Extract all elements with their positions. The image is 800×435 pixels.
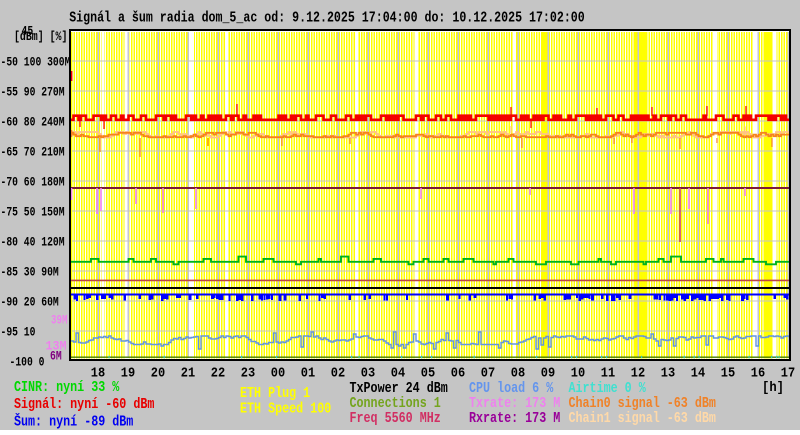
svg-text:10: 10 [571, 364, 586, 380]
svg-text:ETH Speed 100: ETH Speed 100 [240, 401, 331, 418]
svg-text:13: 13 [661, 364, 676, 380]
svg-text:45: 45 [22, 26, 34, 39]
svg-text:-90 20 60M: -90 20 60M [1, 296, 60, 309]
svg-text:22: 22 [211, 364, 226, 380]
svg-text:21: 21 [181, 364, 196, 380]
svg-text:CPU load 6 %: CPU load 6 % [469, 381, 554, 398]
svg-text:Chain0 signal -63 dBm: Chain0 signal -63 dBm [569, 396, 716, 413]
svg-text:15: 15 [721, 364, 736, 380]
svg-text:ETH Plug 1: ETH Plug 1 [240, 386, 310, 403]
svg-text:06: 06 [451, 364, 466, 380]
svg-text:39M: 39M [51, 314, 68, 328]
svg-text:[h]: [h] [762, 379, 784, 395]
svg-text:Rxrate: 173 M: Rxrate: 173 M [469, 411, 560, 428]
svg-text:-60 80 240M: -60 80 240M [1, 116, 65, 129]
svg-text:12: 12 [631, 364, 646, 380]
svg-text:08: 08 [511, 364, 526, 380]
svg-text:-75 50 150M: -75 50 150M [1, 206, 65, 219]
svg-text:23: 23 [241, 364, 256, 380]
svg-text:-55 90 270M: -55 90 270M [1, 86, 65, 99]
svg-text:11: 11 [601, 364, 616, 380]
svg-text:[dBm] [%]: [dBm] [%] [14, 31, 67, 44]
svg-text:-70 60 180M: -70 60 180M [1, 176, 65, 189]
svg-text:CINR: nyní 33 %: CINR: nyní 33 % [14, 380, 120, 397]
svg-text:00: 00 [271, 364, 286, 380]
svg-text:Airtime 0 %: Airtime 0 % [569, 381, 647, 398]
svg-text:07: 07 [481, 364, 495, 380]
svg-text:Signál a šum radia dom_5_ac od: Signál a šum radia dom_5_ac od: 9.12.202… [69, 10, 585, 27]
svg-text:18: 18 [91, 364, 106, 380]
svg-text:-85 30 90M: -85 30 90M [1, 266, 60, 279]
svg-text:14: 14 [691, 364, 706, 380]
svg-text:09: 09 [541, 364, 556, 380]
svg-text:6M: 6M [50, 351, 62, 364]
svg-text:Connections 1: Connections 1 [350, 396, 441, 413]
svg-text:20: 20 [151, 364, 166, 380]
svg-text:13M: 13M [46, 339, 67, 353]
svg-text:17: 17 [781, 364, 795, 380]
svg-text:-50 100 300M: -50 100 300M [1, 56, 71, 69]
svg-text:01: 01 [301, 364, 316, 380]
svg-text:Chain1 signal -63 dBm: Chain1 signal -63 dBm [569, 411, 716, 428]
svg-text:04: 04 [391, 364, 406, 380]
svg-text:TxPower 24 dBm: TxPower 24 dBm [350, 381, 448, 398]
svg-text:Freq 5560 MHz: Freq 5560 MHz [350, 411, 441, 428]
svg-text:-95 10: -95 10 [1, 326, 36, 339]
svg-text:-65 70 210M: -65 70 210M [1, 146, 65, 159]
svg-text:Šum: nyní -89 dBm: Šum: nyní -89 dBm [14, 413, 133, 430]
svg-text:Txrate: 173 M: Txrate: 173 M [469, 396, 560, 413]
svg-text:16: 16 [751, 364, 766, 380]
svg-text:02: 02 [331, 364, 346, 380]
svg-text:Signál: nyní -60 dBm: Signál: nyní -60 dBm [14, 397, 154, 414]
svg-text:-100 0: -100 0 [10, 356, 45, 369]
svg-text:19: 19 [121, 364, 136, 380]
svg-text:03: 03 [361, 364, 376, 380]
svg-text:05: 05 [421, 364, 436, 380]
svg-text:-80 40 120M: -80 40 120M [1, 236, 65, 249]
